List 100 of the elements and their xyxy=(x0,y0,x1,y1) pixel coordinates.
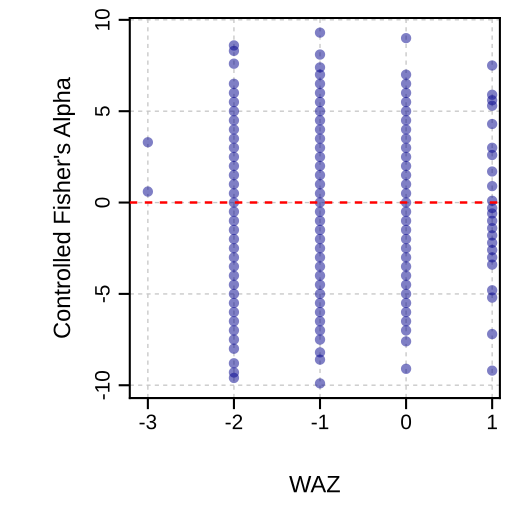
point xyxy=(400,96,412,108)
point xyxy=(228,216,240,226)
point xyxy=(228,115,240,126)
point xyxy=(400,270,412,281)
point xyxy=(228,88,240,98)
point xyxy=(400,224,412,236)
point xyxy=(228,224,240,236)
point xyxy=(314,288,326,300)
point xyxy=(228,206,240,217)
point xyxy=(228,234,240,244)
point xyxy=(400,325,412,336)
point xyxy=(314,49,326,60)
point xyxy=(487,100,498,111)
point xyxy=(314,115,326,126)
point xyxy=(400,243,412,254)
point xyxy=(487,150,498,160)
point xyxy=(314,70,326,80)
point xyxy=(228,334,240,345)
point xyxy=(314,216,326,226)
point xyxy=(314,188,326,199)
point xyxy=(142,137,154,148)
point xyxy=(400,88,412,98)
point xyxy=(228,261,240,272)
point xyxy=(400,78,412,89)
point xyxy=(487,260,498,270)
y-tick-label: -5 xyxy=(95,286,110,302)
point xyxy=(314,334,326,345)
y-axis-title: Controlled Fisher's Alpha xyxy=(52,77,75,338)
point xyxy=(228,46,240,56)
x-tick-label: 1 xyxy=(488,414,497,430)
point xyxy=(228,106,240,116)
point xyxy=(228,243,240,254)
point xyxy=(400,206,412,217)
point xyxy=(314,270,326,281)
point xyxy=(400,170,412,180)
point xyxy=(400,316,412,326)
point xyxy=(400,298,412,308)
point xyxy=(487,292,498,303)
point xyxy=(314,261,326,272)
point xyxy=(314,206,326,217)
point xyxy=(314,325,326,336)
x-tick-label: -2 xyxy=(226,414,242,430)
y-tick-label: 0 xyxy=(94,198,110,208)
point xyxy=(228,96,240,108)
y-tick-label: 5 xyxy=(95,106,110,116)
point xyxy=(400,336,412,347)
point xyxy=(228,307,240,318)
x-tick-label: -1 xyxy=(312,414,328,430)
point xyxy=(228,58,240,69)
point xyxy=(487,60,498,71)
point xyxy=(400,106,412,116)
x-axis-title: WAZ xyxy=(289,476,340,492)
point xyxy=(314,106,326,116)
point xyxy=(228,78,240,89)
point xyxy=(228,179,240,190)
point xyxy=(314,88,326,98)
point xyxy=(400,115,412,126)
point xyxy=(400,70,412,80)
point xyxy=(487,166,498,177)
point xyxy=(400,252,412,263)
point xyxy=(314,160,326,172)
point xyxy=(400,261,412,272)
point xyxy=(314,298,326,308)
point xyxy=(400,188,412,199)
point xyxy=(487,328,498,340)
point xyxy=(400,216,412,226)
point xyxy=(314,243,326,254)
point xyxy=(400,364,412,374)
point xyxy=(400,133,412,144)
point xyxy=(142,186,154,197)
point xyxy=(400,288,412,300)
point xyxy=(314,27,326,38)
point xyxy=(487,365,498,376)
point xyxy=(400,160,412,172)
point xyxy=(228,280,240,290)
point xyxy=(314,280,326,290)
point xyxy=(314,224,326,236)
point xyxy=(228,188,240,199)
point xyxy=(314,316,326,326)
point xyxy=(314,179,326,190)
point xyxy=(400,307,412,318)
point xyxy=(314,96,326,108)
point xyxy=(314,307,326,318)
point xyxy=(228,133,240,144)
x-tick-label: -3 xyxy=(140,414,156,430)
point xyxy=(400,280,412,290)
point xyxy=(314,234,326,244)
point xyxy=(228,124,240,135)
point xyxy=(228,344,240,354)
point xyxy=(228,152,240,162)
y-tick-label: 10 xyxy=(94,9,110,30)
point xyxy=(487,180,498,192)
point xyxy=(228,142,240,153)
point xyxy=(400,124,412,135)
point xyxy=(228,358,240,368)
point xyxy=(228,325,240,336)
point xyxy=(400,234,412,244)
point xyxy=(400,179,412,190)
point xyxy=(400,32,412,44)
point xyxy=(228,252,240,263)
